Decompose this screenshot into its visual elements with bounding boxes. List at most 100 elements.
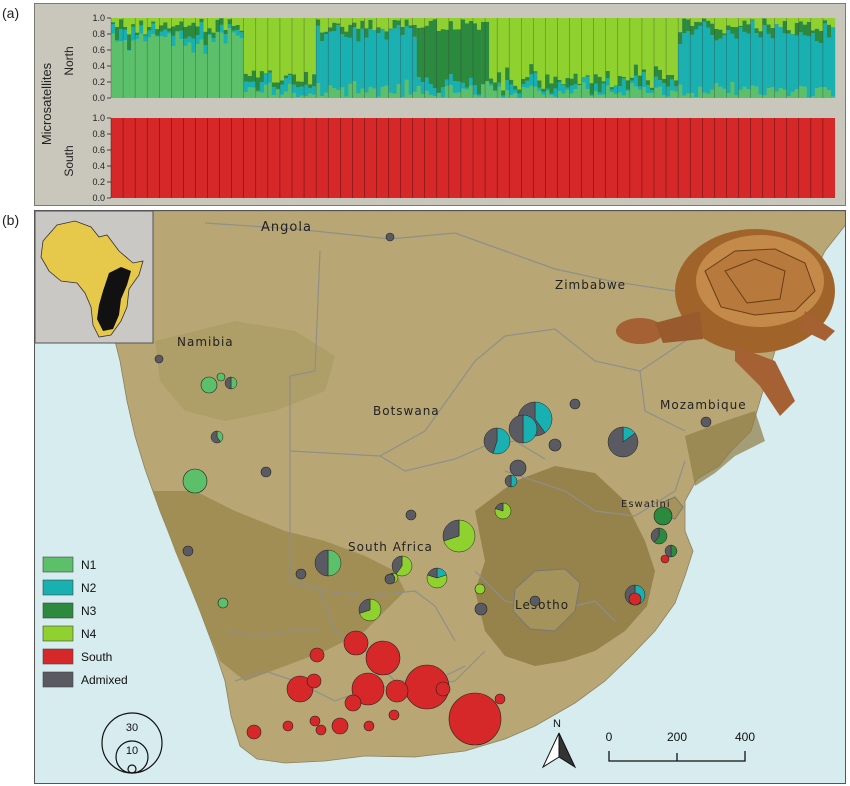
north-bar-segment [159,25,164,32]
north-bar-segment [155,29,160,36]
sample-site-pie [210,430,224,444]
north-bar-segment [283,75,289,79]
north-bar-segment [617,92,623,98]
north-bar-segment [296,18,301,82]
north-bar-segment [742,31,747,87]
north-bar-segment [296,81,301,88]
north-bar-segment [658,86,663,98]
north-bar-segment [163,36,168,98]
north-bar-segment [448,74,454,85]
north-bar-segment [464,18,470,24]
north-bar-segment [207,28,212,34]
pie-slice [548,438,562,452]
north-bar-segment [279,84,285,95]
north-bar-segment [477,18,482,30]
north-bar-segment [481,84,486,98]
north-bar-segment [223,43,228,98]
north-bar-segment [255,90,261,92]
north-bar-segment [187,36,192,43]
north-bar-segment [473,94,478,98]
sample-site-pie [448,692,502,746]
pie-slice [653,527,668,545]
pie-slice [230,376,238,390]
pie-slice [628,592,642,606]
north-bar-segment [324,18,329,32]
north-bar-segment [601,18,606,82]
north-bar-segment [694,97,699,98]
north-bar-segment [412,36,417,92]
north-bar-segment [259,92,265,98]
north-bar-segment [332,18,337,23]
north-bar-segment [336,18,341,24]
north-bar-segment [231,30,236,33]
north-bar-segment [143,41,148,98]
north-bar-segment [605,78,610,86]
north-bar-segment [485,18,490,22]
north-bar-segment [131,26,136,41]
north-bar-segment [444,86,450,98]
north-bar-segment [183,18,188,27]
north-bar-segment [348,24,353,38]
north-bar-segment [412,91,417,98]
north-bar-segment [682,18,687,34]
sample-site-pie [224,376,238,390]
size-legend-10: 10 [126,745,138,757]
north-bar-segment [143,35,148,42]
pie-slice [442,519,460,542]
north-bar-segment [754,18,759,29]
north-bar-segment [259,82,265,93]
north-bar-segment [533,71,538,73]
north-bar-segment [123,29,128,41]
north-bar-segment [440,97,446,98]
north-bar-segment [436,18,442,31]
north-bar-segment [440,29,446,88]
north-bar-segment [597,18,602,77]
north-bar-segment [666,96,671,98]
north-bar-segment [629,18,635,78]
north-bar-segment [203,53,208,98]
north-bar-segment [790,34,795,92]
north-bar-segment [243,81,248,93]
pie-slice [670,544,678,558]
pie-slice [182,468,208,494]
sample-site-pie [246,724,262,740]
size-legend-30: 30 [126,722,138,734]
sample-site-pie [548,438,562,452]
row-label-north: North [62,46,76,75]
north-bar-segment [589,94,594,97]
north-bar-segment [786,96,791,98]
north-bar-segment [573,18,578,74]
north-bar-segment [151,21,156,24]
pie-slice [385,679,409,703]
north-bar-segment [730,26,735,34]
north-bar-segment [621,18,627,77]
north-bar-segment [553,18,558,77]
north-bar-segment [698,86,703,98]
north-bar-segment [139,25,144,34]
north-bar-segment [481,18,486,22]
north-bar-segment [111,22,116,25]
north-bar-segment [742,20,747,32]
north-bar-segment [818,30,824,43]
north-bar-segment [609,87,614,90]
north-bar-segment [477,96,482,98]
north-bar-segment [271,95,277,98]
sample-site-pie [494,693,506,705]
north-bar-segment [678,18,683,33]
north-bar-segment [384,85,389,98]
north-bar-segment [569,18,574,79]
north-bar-segment [239,30,244,33]
north-bar-segment [621,76,627,79]
north-bar-segment [497,82,502,87]
north-bar-segment [585,76,590,89]
north-bar-segment [758,94,763,98]
north-bar-segment [424,90,429,98]
north-bar-segment [432,88,437,97]
north-bar-segment [203,45,208,54]
north-bar-segment [658,18,663,70]
north-bar-segment [694,29,699,98]
north-bar-segment [127,50,132,98]
north-bar-segment [678,84,683,98]
north-bar-segment [605,85,610,98]
north-bar-segment [340,18,345,27]
